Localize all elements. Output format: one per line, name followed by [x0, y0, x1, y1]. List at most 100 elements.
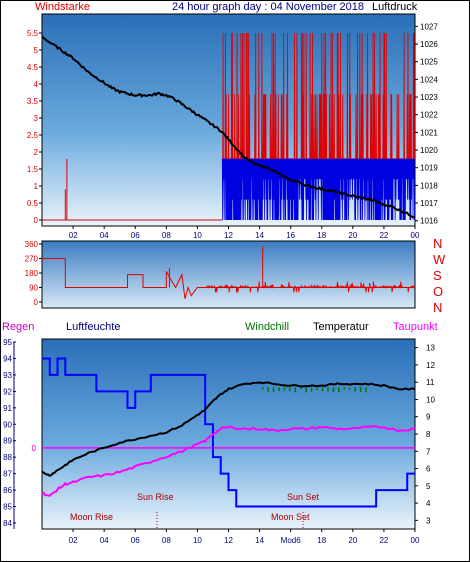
temperature-tick-label: 8	[426, 430, 431, 439]
compass-label: N	[433, 236, 442, 251]
wind-tick-label: 5	[34, 46, 39, 55]
x-tick-label: 04	[100, 231, 109, 240]
compass-label: S	[433, 268, 442, 283]
x-tick-label: 00	[411, 536, 420, 545]
wind-tick-label: 1.5	[27, 165, 39, 174]
x-tick-label: 02	[69, 536, 78, 545]
x-tick-label: 16	[286, 231, 295, 240]
compass-label: O	[433, 284, 443, 299]
temperature-tick-label: 12	[426, 361, 435, 370]
x-tick-label: 14	[255, 231, 264, 240]
windchill-legend: Windchill	[245, 321, 289, 333]
wind-tick-label: 0.5	[27, 199, 39, 208]
humidity-tick-label: 84	[3, 519, 12, 528]
direction-tick-label: 360	[25, 240, 39, 249]
pressure-tick-label: 1016	[420, 217, 438, 226]
temperature-tick-label: 11	[426, 378, 435, 387]
pressure-tick-label: 1020	[420, 146, 438, 155]
x-tick-label: 08	[162, 231, 171, 240]
x-tick-label: 08	[162, 536, 171, 545]
rain-axis-title: Regen	[2, 321, 34, 333]
x-tick-label: 22	[379, 231, 388, 240]
x-tick-label: 00	[411, 231, 420, 240]
x-tick-label: 20	[348, 231, 357, 240]
wind-tick-label: 4.5	[27, 63, 39, 72]
wind-direction-plot	[41, 240, 416, 309]
temperature-tick-label: 9	[426, 413, 431, 422]
pressure-tick-label: 1024	[420, 75, 438, 84]
temperature-legend: Temperatur	[313, 321, 369, 333]
pressure-tick-label: 1023	[420, 93, 438, 102]
wind-direction-noise	[205, 281, 415, 293]
temperature-tick-label: 5	[426, 482, 431, 491]
rain-tick-label: 0	[32, 444, 37, 453]
wind-tick-label: 4	[34, 80, 39, 89]
dewpoint-legend: Taupunkt	[393, 321, 438, 333]
x-tick-label: 18	[317, 231, 326, 240]
x-tick-label: 12	[224, 536, 233, 545]
wind-tick-label: 3	[34, 114, 39, 123]
temperature-tick-label: 10	[426, 395, 435, 404]
x-tick-label: 12	[224, 231, 233, 240]
temperature-tick-label: 7	[426, 447, 431, 456]
compass-label: N	[433, 300, 442, 315]
compass-label: W	[433, 252, 446, 267]
humidity-tick-label: 89	[3, 437, 12, 446]
x-tick-label: 22	[379, 536, 388, 545]
x-tick-label: 02	[69, 231, 78, 240]
humidity-tick-label: 90	[3, 420, 12, 429]
temperature-tick-label: 4	[426, 499, 431, 508]
humidity-line	[42, 357, 415, 508]
pressure-tick-label: 1021	[420, 128, 438, 137]
temperature-line	[41, 381, 416, 478]
humidity-tick-label: 87	[3, 470, 12, 479]
dewpoint-line	[41, 425, 416, 497]
temperature-tick-label: 6	[426, 465, 431, 474]
x-tick-label: 06	[131, 231, 140, 240]
direction-tick-label: 270	[25, 255, 39, 264]
pressure-tick-label: 1017	[420, 199, 438, 208]
temperature-humidity-plot	[41, 338, 416, 530]
sun-set-label: Sun Set	[287, 492, 320, 502]
humidity-tick-label: 88	[3, 453, 12, 462]
x-tick-label: 10	[193, 231, 202, 240]
humidity-tick-label: 85	[3, 503, 12, 512]
direction-tick-label: 90	[29, 284, 38, 293]
wind-tick-label: 2.5	[27, 131, 39, 140]
humidity-tick-label: 94	[3, 354, 12, 363]
humidity-tick-label: 86	[3, 486, 12, 495]
x-tick-label: 14	[255, 536, 264, 545]
wind-axis-title: Windstarke	[35, 1, 90, 13]
wind-tick-label: 5.5	[27, 29, 39, 38]
moon-set-label: Moon Set	[271, 512, 310, 522]
pressure-tick-label: 1019	[420, 164, 438, 173]
pressure-tick-label: 1027	[420, 22, 438, 31]
pressure-line	[41, 35, 416, 219]
sun-rise-label: Sun Rise	[137, 492, 174, 502]
x-tick-label: 20	[348, 536, 357, 545]
x-tick-label: 18	[317, 536, 326, 545]
humidity-tick-label: 93	[3, 371, 12, 380]
temperature-tick-label: 13	[426, 344, 435, 353]
humidity-tick-label: 92	[3, 387, 12, 396]
direction-tick-label: 0	[34, 298, 39, 307]
x-tick-label: 04	[100, 536, 109, 545]
wind-tick-label: 1	[34, 182, 39, 191]
pressure-tick-label: 1025	[420, 58, 438, 67]
humidity-axis-title: Luftfeuchte	[66, 321, 120, 333]
humidity-tick-label: 91	[3, 404, 12, 413]
windchill-line	[261, 387, 367, 393]
x-tick-label: 10	[193, 536, 202, 545]
wind-tick-label: 3.5	[27, 97, 39, 106]
x-tick-label: Mod6	[281, 536, 302, 545]
pressure-tick-label: 1026	[420, 40, 438, 49]
pressure-tick-label: 1022	[420, 111, 438, 120]
direction-tick-label: 180	[25, 269, 39, 278]
x-tick-label: 06	[131, 536, 140, 545]
humidity-tick-label: 95	[3, 338, 12, 347]
pressure-tick-label: 1018	[420, 181, 438, 190]
wind-tick-label: 0	[34, 216, 39, 225]
moon-rise-label: Moon Rise	[70, 512, 113, 522]
